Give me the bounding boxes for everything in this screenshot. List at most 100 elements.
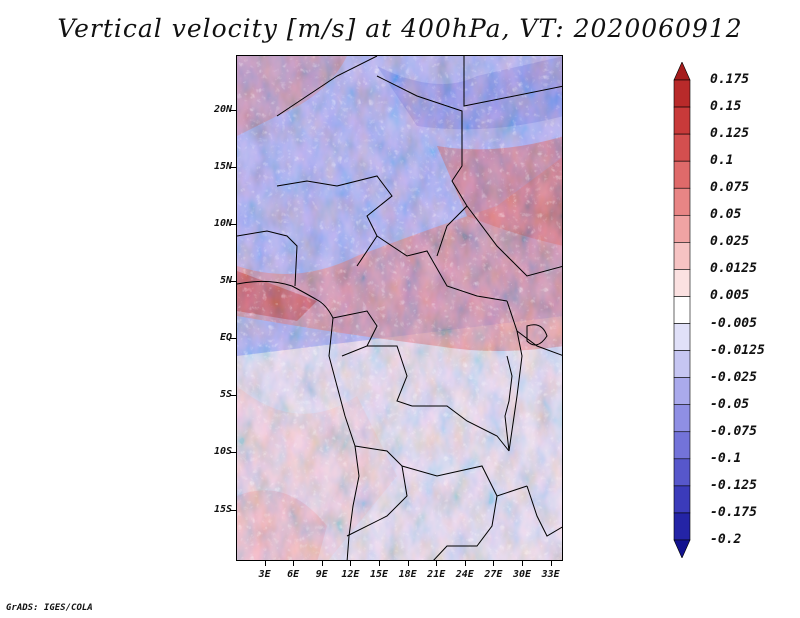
lat-tick-mark bbox=[230, 281, 236, 283]
colorbar-label: 0.1 bbox=[710, 153, 734, 169]
colorbar-label: -0.005 bbox=[710, 315, 757, 331]
lon-tick-mark bbox=[264, 561, 266, 566]
colorbar-segment bbox=[673, 458, 691, 487]
colorbar-segment bbox=[673, 431, 691, 460]
lon-tick-label: 15E bbox=[369, 569, 389, 580]
colorbar-segment bbox=[673, 296, 691, 324]
lon-tick-label: 24E bbox=[455, 569, 474, 580]
colorbar-label: -0.2 bbox=[710, 532, 742, 547]
field-speckle bbox=[237, 56, 562, 560]
border-mozambique bbox=[526, 485, 562, 537]
lon-tick-mark bbox=[407, 561, 409, 566]
border-libya-egypt bbox=[463, 56, 562, 107]
border-niger-chad-sudan bbox=[376, 75, 468, 257]
map-plot-area bbox=[236, 55, 563, 561]
colorbar bbox=[673, 62, 691, 558]
lat-tick-mark bbox=[230, 109, 236, 111]
border-drc-south bbox=[412, 405, 510, 452]
lon-tick-mark bbox=[436, 561, 438, 566]
border-zimbabwe bbox=[433, 495, 498, 560]
colorbar-label: -0.1 bbox=[710, 450, 742, 466]
lon-tick-label: 3E bbox=[258, 569, 271, 580]
colorbar-label: 0.15 bbox=[710, 99, 742, 115]
colorbar-segment bbox=[673, 404, 691, 433]
lat-tick-label: EQ bbox=[219, 332, 232, 344]
colorbar-label: 0.05 bbox=[710, 207, 742, 223]
lon-tick-mark bbox=[379, 561, 380, 566]
colorbar-segment bbox=[673, 133, 691, 162]
colorbar-label: 0.005 bbox=[710, 288, 750, 304]
lat-tick-label: 10S bbox=[213, 446, 232, 458]
lon-tick-mark bbox=[522, 561, 523, 566]
lon-tick-label: 33E bbox=[541, 569, 560, 580]
lon-tick-label: 6E bbox=[287, 569, 300, 580]
lat-tick-mark bbox=[230, 509, 236, 511]
border-drc-east bbox=[508, 330, 523, 452]
lon-tick-mark bbox=[293, 561, 295, 566]
lake-victoria bbox=[526, 324, 548, 346]
colorbar-label: 0.025 bbox=[710, 234, 750, 250]
colorbar-top-arrow bbox=[673, 62, 691, 81]
map-title: Vertical velocity [m/s] at 400hPa, VT: 2… bbox=[57, 14, 743, 43]
lon-tick-label: 12E bbox=[341, 569, 360, 580]
border-mali-niger bbox=[276, 180, 338, 187]
colorbar-segment bbox=[673, 350, 691, 378]
lon-tick-label: 18E bbox=[398, 569, 417, 580]
colorbar-label: 0.125 bbox=[710, 126, 750, 142]
colorbar-label: 0.0125 bbox=[710, 261, 757, 277]
atlantic-coastline bbox=[237, 280, 360, 560]
border-car-south bbox=[376, 235, 508, 302]
lon-tick-label: 27E bbox=[484, 569, 503, 580]
colorbar-segment bbox=[673, 485, 691, 514]
lake-tanganyika bbox=[504, 355, 513, 452]
border-algeria-niger bbox=[276, 56, 378, 117]
border-drc-west bbox=[367, 345, 413, 407]
lon-tick-label: 9E bbox=[315, 569, 328, 580]
colorbar-segment bbox=[673, 512, 691, 541]
lon-tick-label: 21E bbox=[427, 569, 446, 580]
lon-tick-mark bbox=[350, 561, 352, 566]
colorbar-label: -0.175 bbox=[710, 504, 757, 520]
velocity-field-map bbox=[237, 56, 562, 560]
colorbar-label: 0.075 bbox=[710, 180, 750, 196]
colorbar-segment bbox=[673, 323, 691, 351]
lon-tick-mark bbox=[321, 561, 323, 566]
colorbar-segment bbox=[673, 214, 691, 243]
border-nigeria-chad bbox=[336, 175, 393, 267]
colorbar-segment bbox=[673, 106, 691, 135]
colorbar-bottom-arrow bbox=[673, 539, 691, 558]
colorbar-label: -0.05 bbox=[710, 396, 750, 412]
lat-tick-mark bbox=[230, 338, 236, 340]
colorbar-label: -0.125 bbox=[710, 477, 757, 493]
lon-tick-label: 30E bbox=[512, 569, 532, 580]
border-zambia bbox=[401, 465, 528, 497]
border-angola bbox=[346, 445, 408, 537]
border-west-africa bbox=[237, 230, 298, 287]
colorbar-segment bbox=[673, 377, 691, 406]
lon-tick-mark bbox=[493, 561, 495, 566]
lat-tick-label: 15S bbox=[213, 503, 232, 515]
colorbar-label: -0.025 bbox=[710, 369, 757, 385]
lat-tick-label: 15N bbox=[213, 160, 232, 172]
border-sudan-ethiopia bbox=[466, 205, 562, 277]
lon-tick-mark bbox=[464, 561, 466, 566]
grads-credit: GrADS: IGES/COLA bbox=[6, 603, 93, 613]
colorbar-label: -0.075 bbox=[710, 423, 757, 439]
colorbar-segment bbox=[673, 187, 691, 216]
lat-tick-mark bbox=[230, 452, 236, 454]
lat-tick-label: 5N bbox=[219, 275, 232, 287]
colorbar-label: 0.175 bbox=[710, 72, 750, 87]
colorbar-segment bbox=[673, 79, 691, 108]
lat-tick-mark bbox=[230, 395, 236, 397]
border-gabon-congo bbox=[332, 310, 378, 357]
colorbar-segment bbox=[673, 242, 691, 270]
colorbar-segment bbox=[673, 160, 691, 189]
lat-tick-label: 20N bbox=[213, 103, 232, 115]
country-borders bbox=[237, 56, 562, 560]
colorbar-label: -0.0125 bbox=[710, 342, 765, 358]
lat-tick-label: 5S bbox=[219, 389, 232, 401]
lat-tick-mark bbox=[230, 224, 236, 226]
lat-tick-label: 10N bbox=[213, 218, 232, 230]
lon-tick-mark bbox=[550, 561, 552, 566]
lat-tick-mark bbox=[230, 166, 236, 168]
